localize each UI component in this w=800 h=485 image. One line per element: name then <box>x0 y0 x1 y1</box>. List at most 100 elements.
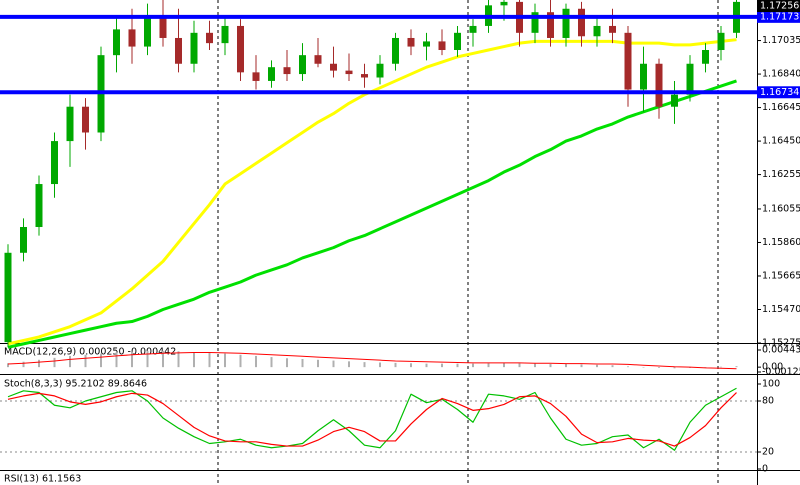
macd-bar <box>348 361 350 368</box>
y-tick-label: 1.16255 <box>762 169 800 180</box>
candle-body <box>655 63 663 107</box>
candle-body <box>330 63 337 71</box>
stoch-line <box>7 392 737 447</box>
candle-body <box>113 29 120 56</box>
y-tick-label: 1.15860 <box>762 237 800 248</box>
macd-bar <box>100 353 102 368</box>
y-tick-label: 1.15470 <box>762 304 800 315</box>
candle-body <box>252 72 260 81</box>
candle-body <box>423 41 430 47</box>
macd-title: MACD(12,26,9) 0.000250 -0.000442 <box>4 347 176 358</box>
y-tick-label: 0.004431 <box>762 345 800 356</box>
macd-bar <box>472 363 474 368</box>
last-price-label: 1.17256 <box>760 1 799 12</box>
candle-body <box>345 70 353 75</box>
y-tick-label: 1.16840 <box>762 69 800 80</box>
macd-bar <box>534 363 536 368</box>
macd-bar <box>69 355 71 368</box>
y-tick-label: 1.16645 <box>762 102 800 113</box>
moving-average <box>7 79 737 349</box>
macd-bar <box>286 358 288 368</box>
candle-body <box>268 67 275 81</box>
macd-bar <box>270 357 273 368</box>
candle-body <box>686 63 694 95</box>
candle-body <box>531 12 539 33</box>
macd-bar <box>255 355 257 368</box>
candle-body <box>159 15 167 38</box>
candle-body <box>190 32 198 64</box>
macd-bar <box>611 365 614 368</box>
macd-bar <box>38 359 40 368</box>
macd-bar <box>208 352 211 368</box>
candle-body <box>4 252 12 343</box>
macd-bar <box>193 352 195 368</box>
candle-body <box>283 67 291 75</box>
y-tick-label: -0.001255 <box>762 367 800 378</box>
candle-body <box>609 25 616 33</box>
macd-bar <box>162 350 164 368</box>
y-tick-label: 1.16055 <box>762 203 800 214</box>
candle-body <box>671 94 678 107</box>
candle-body <box>562 8 570 38</box>
price-level-box <box>757 86 800 99</box>
candle-body <box>35 184 43 228</box>
candle-body <box>500 1 508 6</box>
macd-bar <box>53 357 56 368</box>
y-tick-label: 1.15275 <box>762 338 800 349</box>
candle-body <box>361 74 368 78</box>
macd-bar <box>487 363 490 368</box>
macd-bar <box>239 354 242 368</box>
price-level-box <box>757 10 800 23</box>
macd-bar <box>441 363 443 368</box>
candle-body <box>299 55 306 75</box>
candle-body <box>438 41 446 51</box>
macd-bar <box>642 367 645 368</box>
y-tick-label: 100 <box>762 379 780 390</box>
y-tick-label: 1.15665 <box>762 270 800 281</box>
macd-bar <box>456 363 459 368</box>
candle-body <box>454 32 461 51</box>
candle-body <box>593 25 601 37</box>
candle-body <box>175 37 182 64</box>
rsi-title: RSI(13) 61.1563 <box>4 474 81 485</box>
price-level-label: 1.17173 <box>760 11 799 22</box>
macd-bar <box>7 363 9 368</box>
candle-body <box>717 32 725 51</box>
y-tick-label: 80 <box>762 396 774 407</box>
macd-bar <box>146 350 149 368</box>
candle-body <box>640 63 647 90</box>
macd-bar <box>317 359 319 368</box>
macd-bar <box>379 362 381 368</box>
candle-body <box>547 12 554 38</box>
macd-bar <box>131 351 133 368</box>
macd-bar <box>332 360 335 368</box>
macd-bar <box>394 362 397 368</box>
macd-bar <box>22 361 25 368</box>
macd-bar <box>363 362 366 368</box>
macd-bar <box>177 351 180 368</box>
macd-bar <box>673 367 676 369</box>
stoch-title: Stoch(8,3,3) 95.2102 89.8646 <box>4 379 147 390</box>
macd-bar <box>518 363 521 368</box>
macd-bar <box>503 362 505 368</box>
last-price-box <box>757 0 800 12</box>
macd-signal-line <box>7 351 737 370</box>
candle-body <box>144 15 151 47</box>
macd-bar <box>704 367 707 368</box>
y-tick-label: 20 <box>762 447 774 458</box>
y-tick-label: 0.00 <box>762 362 783 373</box>
candle-body <box>237 25 244 73</box>
macd-bar <box>301 359 304 368</box>
y-tick-label: 1.17035 <box>762 35 800 46</box>
candle-body <box>407 37 415 47</box>
macd-bar <box>115 352 118 368</box>
candle-body <box>578 8 585 37</box>
period-separators <box>217 0 719 485</box>
macd-bar <box>565 364 567 368</box>
macd-bar <box>549 364 552 368</box>
candle-body <box>314 55 322 64</box>
y-tick-label: 0 <box>762 464 768 475</box>
